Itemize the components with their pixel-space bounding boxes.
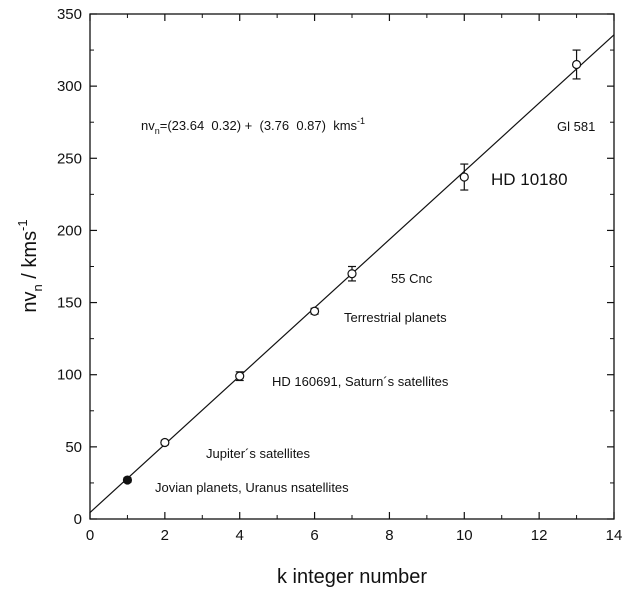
y-tick-label: 50 xyxy=(65,439,82,456)
x-axis-title: k integer number xyxy=(277,566,427,588)
y-axis-title-sup: -1 xyxy=(15,219,30,231)
fit-equation-sub: n xyxy=(155,126,160,136)
x-tick-label: 4 xyxy=(236,527,244,544)
y-tick-label: 350 xyxy=(57,6,82,23)
data-point xyxy=(235,371,245,382)
annotation-hd160691: HD 160691, Saturn´s satellites xyxy=(272,374,449,389)
x-tick-label: 8 xyxy=(385,527,393,544)
annotation-hd10180: HD 10180 xyxy=(491,170,568,189)
x-tick-label: 0 xyxy=(86,527,94,544)
y-tick-label: 200 xyxy=(57,222,82,239)
data-point xyxy=(122,475,133,485)
x-tick-label: 10 xyxy=(456,527,473,544)
point-marker xyxy=(122,475,133,485)
fit-equation-sup: -1 xyxy=(357,116,365,126)
data-points xyxy=(122,49,582,485)
y-axis-title-rest: / kms xyxy=(19,231,41,284)
tick-labels: 0 2 4 6 8 10 12 14 0 50 100 150 200 250 300 350 xyxy=(57,6,622,544)
annotation-jupiter: Jupiter´s satellites xyxy=(206,446,311,461)
annotation-terrestrial: Terrestrial planets xyxy=(344,310,447,325)
fit-equation-body: =(23.64 0.32) + (3.76 0.87) kms xyxy=(160,118,358,133)
data-point xyxy=(160,437,170,448)
y-axis-title: nvn / kms-1 xyxy=(15,219,45,312)
y-tick-label: 300 xyxy=(57,78,82,95)
data-point xyxy=(309,306,320,316)
point-marker xyxy=(347,269,357,279)
y-tick-label: 100 xyxy=(57,367,82,384)
fit-equation-prefix: nv xyxy=(141,118,155,133)
fit-equation: nvn=(23.64 0.32) + (3.76 0.87) kms-1 xyxy=(141,116,365,136)
data-point xyxy=(571,49,582,80)
y-axis-title-sub: n xyxy=(30,284,45,291)
annotation-55cnc: 55 Cnc xyxy=(391,271,433,286)
data-point xyxy=(459,163,469,191)
point-marker xyxy=(160,437,170,448)
annotation-jovian: Jovian planets, Uranus nsatellites xyxy=(155,480,349,495)
x-tick-label: 14 xyxy=(606,527,623,544)
y-tick-label: 0 xyxy=(74,511,82,528)
point-marker xyxy=(571,59,582,70)
x-tick-label: 2 xyxy=(161,527,169,544)
point-marker xyxy=(235,371,245,381)
data-point xyxy=(347,265,357,282)
y-tick-label: 150 xyxy=(57,295,82,312)
x-tick-label: 12 xyxy=(531,527,548,544)
y-tick-label: 250 xyxy=(57,150,82,167)
point-marker xyxy=(459,172,469,182)
y-axis-title-main: nv xyxy=(19,292,41,313)
point-marker xyxy=(309,306,320,316)
annotation-gl581: Gl 581 xyxy=(557,119,595,134)
x-tick-label: 6 xyxy=(310,527,318,544)
axis-ticks xyxy=(89,13,615,520)
